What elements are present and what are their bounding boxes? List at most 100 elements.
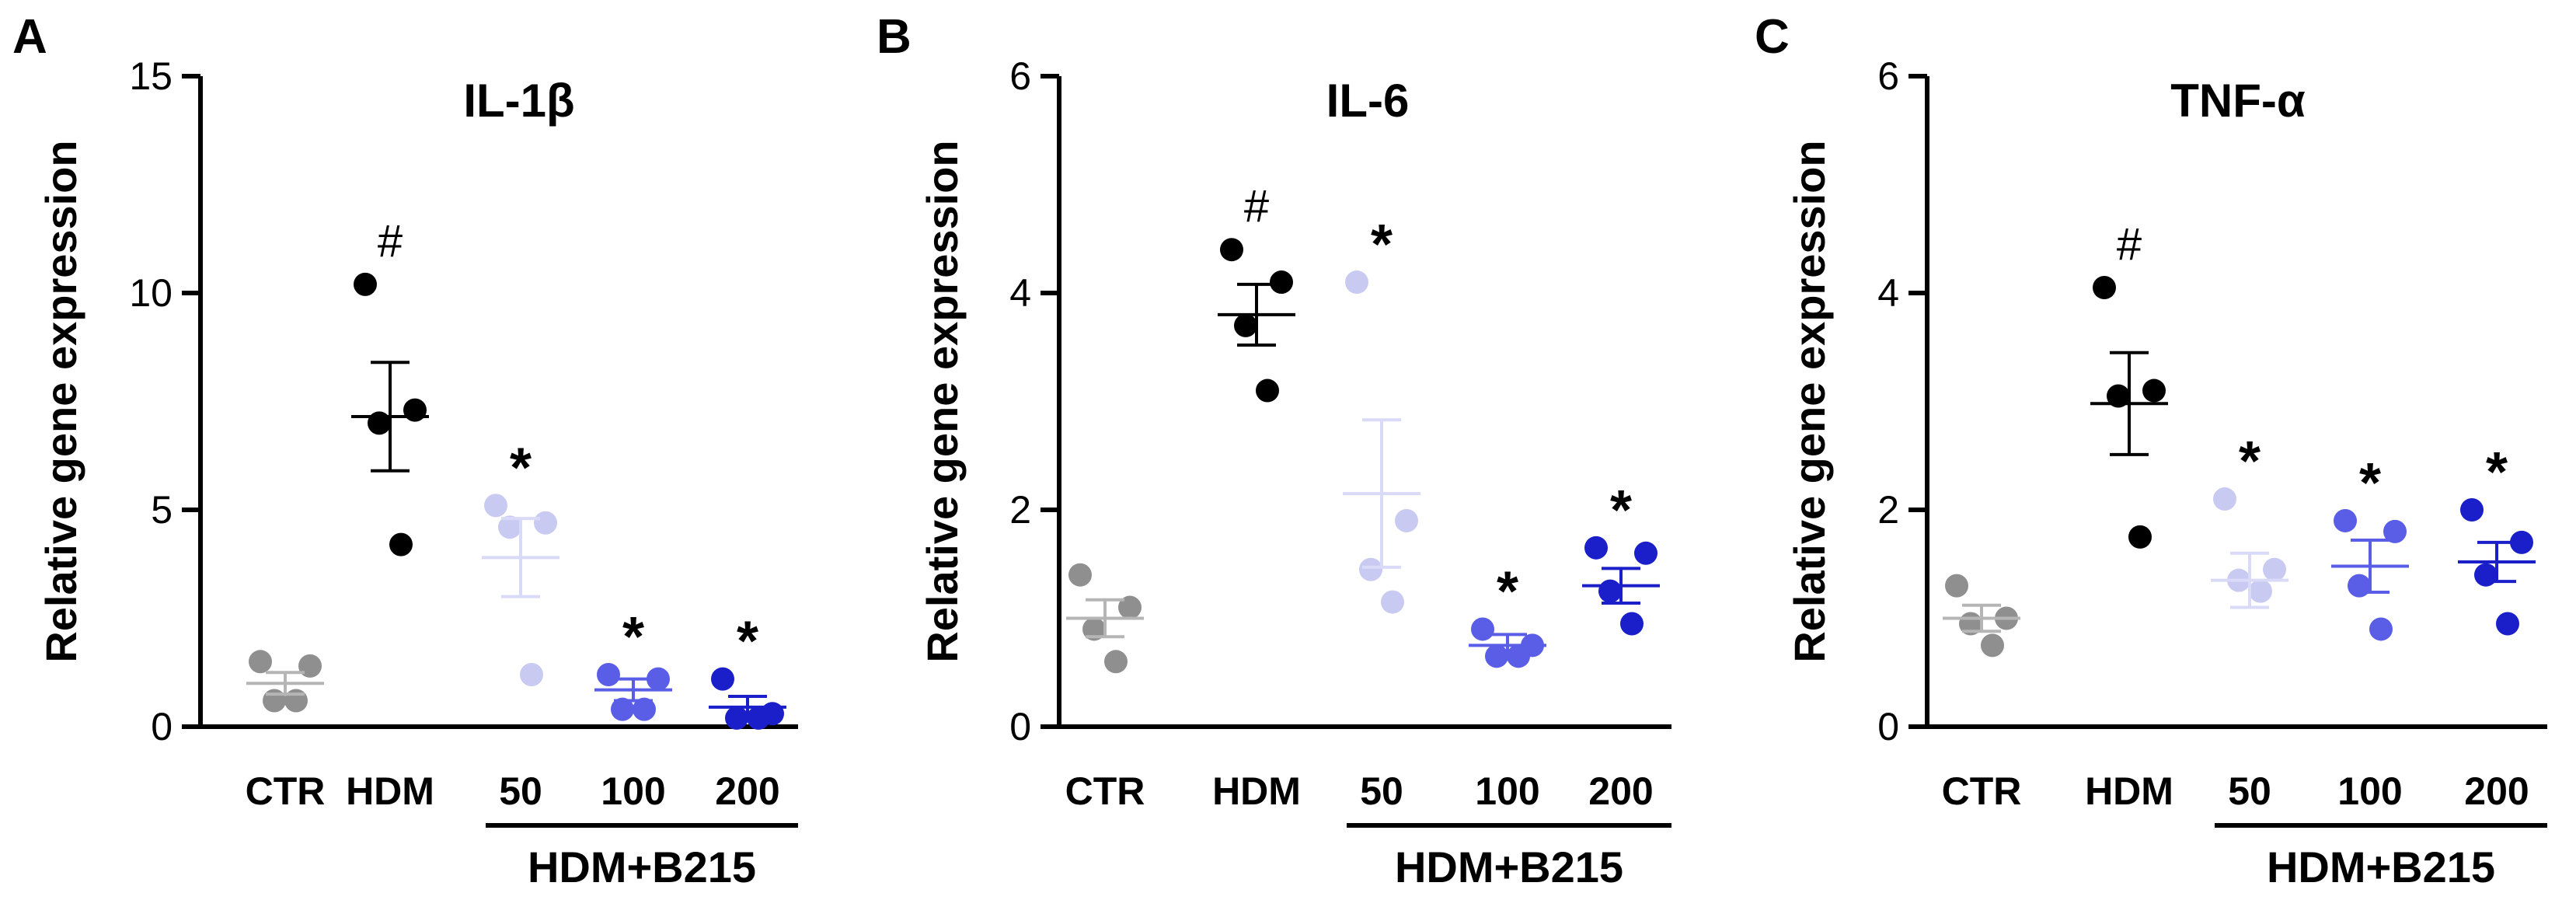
data-point bbox=[1256, 378, 1279, 403]
data-point bbox=[368, 411, 391, 435]
y-tick-label: 2 bbox=[1877, 488, 1899, 532]
data-point bbox=[2107, 384, 2130, 408]
y-tick-label: 2 bbox=[1009, 488, 1031, 532]
panel-a: A IL-1β 0 5 10 15 Relative gene expression CTR H… bbox=[12, 10, 798, 891]
data-point bbox=[611, 697, 634, 721]
y-tick-label: 4 bbox=[1009, 271, 1031, 315]
data-point bbox=[263, 689, 286, 713]
data-point bbox=[1220, 238, 1243, 262]
y-axis-label: Relative gene expression bbox=[1785, 140, 1834, 662]
y-tick-label: 0 bbox=[1877, 705, 1899, 748]
data-point bbox=[633, 697, 656, 721]
data-point bbox=[2510, 530, 2533, 554]
x-tick-label: 50 bbox=[499, 769, 542, 813]
data-point bbox=[2142, 378, 2166, 403]
data-point bbox=[298, 654, 322, 678]
significance-hash: # bbox=[378, 216, 403, 267]
panel-letter: C bbox=[1755, 10, 1790, 64]
x-tick-label: HDM bbox=[1212, 769, 1301, 813]
x-tick-label: 200 bbox=[1588, 769, 1653, 813]
data-point bbox=[2496, 612, 2519, 636]
significance-star: * bbox=[1610, 480, 1632, 542]
significance-star: * bbox=[2486, 441, 2508, 504]
data-point bbox=[520, 663, 543, 687]
significance-star: * bbox=[2239, 431, 2261, 493]
y-axis-label: Relative gene expression bbox=[918, 140, 967, 662]
significance-star: * bbox=[2359, 452, 2381, 515]
x-tick-label: 100 bbox=[601, 769, 665, 813]
x-tick-label: 100 bbox=[2337, 769, 2402, 813]
data-point bbox=[2249, 579, 2272, 603]
x-tick-label: 100 bbox=[1475, 769, 1539, 813]
group-label: HDM+B215 bbox=[1395, 842, 1623, 891]
significance-star: * bbox=[510, 437, 532, 499]
data-point bbox=[1104, 650, 1128, 674]
significance-star: * bbox=[1371, 214, 1393, 276]
data-point bbox=[1381, 590, 1404, 614]
panel-c: C TNF-α 0 2 4 6 Relative gene expression CTR HDM… bbox=[1755, 10, 2547, 891]
data-point bbox=[1598, 579, 1622, 603]
data-point bbox=[2460, 498, 2484, 522]
data-point bbox=[389, 532, 413, 556]
data-point bbox=[1471, 617, 1494, 641]
x-tick-label: HDM bbox=[346, 769, 434, 813]
group-label: HDM+B215 bbox=[528, 842, 756, 891]
data-point bbox=[249, 650, 272, 674]
data-point bbox=[1270, 270, 1293, 295]
data-point bbox=[2383, 519, 2407, 543]
y-tick-label: 6 bbox=[1877, 54, 1899, 98]
data-point bbox=[1118, 595, 1142, 619]
x-tick-label: CTR bbox=[246, 769, 326, 813]
data-point bbox=[498, 515, 521, 539]
data-point bbox=[403, 398, 427, 422]
y-tick-label: 15 bbox=[129, 54, 173, 98]
x-tick-label: 50 bbox=[2228, 769, 2271, 813]
data-point bbox=[1945, 574, 1968, 598]
y-tick-label: 0 bbox=[1009, 705, 1031, 748]
data-point bbox=[1359, 557, 1382, 581]
data-point bbox=[484, 494, 507, 518]
significance-hash: # bbox=[1244, 181, 1269, 232]
data-point bbox=[597, 663, 620, 687]
significance-star: * bbox=[622, 606, 644, 668]
group-label: HDM+B215 bbox=[2267, 842, 2495, 891]
significance-star: * bbox=[1497, 560, 1518, 623]
data-point bbox=[711, 667, 734, 691]
data-point bbox=[2334, 508, 2357, 532]
data-point bbox=[1082, 617, 1106, 641]
data-point bbox=[2369, 617, 2393, 641]
y-axis-label: Relative gene expression bbox=[37, 140, 85, 662]
data-point bbox=[1981, 633, 2004, 658]
significance-star: * bbox=[737, 611, 758, 673]
data-point bbox=[1068, 563, 1092, 587]
chart-title: IL-6 bbox=[1326, 75, 1410, 127]
data-point bbox=[1234, 313, 1257, 337]
data-point bbox=[2093, 276, 2116, 300]
data-point bbox=[534, 511, 557, 535]
y-tick-label: 5 bbox=[151, 488, 173, 532]
x-tick-label: CTR bbox=[1065, 769, 1145, 813]
data-point bbox=[1584, 535, 1608, 560]
y-tick-label: 4 bbox=[1877, 271, 1899, 315]
data-point bbox=[2263, 557, 2286, 581]
x-tick-label: 50 bbox=[1360, 769, 1403, 813]
data-point bbox=[1620, 612, 1644, 636]
data-point bbox=[284, 689, 308, 713]
data-point bbox=[2348, 574, 2371, 598]
data-point bbox=[1395, 508, 1418, 532]
data-point bbox=[2474, 563, 2498, 587]
chart-title: IL-1β bbox=[463, 75, 574, 127]
y-tick-label: 6 bbox=[1009, 54, 1031, 98]
data-point bbox=[354, 272, 377, 296]
x-tick-label: HDM bbox=[2085, 769, 2173, 813]
panel-letter: B bbox=[877, 10, 912, 64]
data-point bbox=[647, 667, 670, 691]
chart-title: TNF-α bbox=[2170, 75, 2306, 127]
data-point bbox=[1634, 541, 1657, 565]
data-point bbox=[1345, 270, 1368, 295]
x-tick-label: 200 bbox=[2464, 769, 2529, 813]
significance-hash: # bbox=[2117, 219, 2142, 270]
data-point bbox=[2213, 487, 2236, 511]
panel-letter: A bbox=[12, 10, 47, 64]
